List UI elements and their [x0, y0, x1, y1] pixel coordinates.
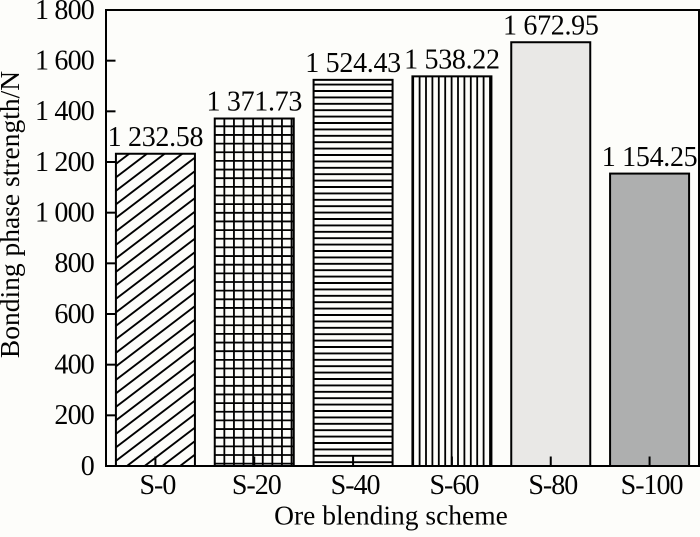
- svg-text:1 600: 1 600: [35, 46, 94, 77]
- svg-text:1 000: 1 000: [35, 198, 94, 229]
- svg-text:Ore blending scheme: Ore blending scheme: [274, 500, 508, 531]
- svg-text:1 232.58: 1 232.58: [108, 122, 204, 153]
- svg-text:0: 0: [81, 451, 94, 482]
- svg-text:S-40: S-40: [331, 470, 380, 501]
- svg-text:1 371.73: 1 371.73: [206, 87, 302, 118]
- svg-text:200: 200: [54, 400, 94, 431]
- svg-text:S-20: S-20: [232, 470, 281, 501]
- svg-text:600: 600: [54, 299, 94, 330]
- svg-text:1 672.95: 1 672.95: [503, 10, 599, 41]
- svg-text:S-0: S-0: [139, 470, 175, 501]
- svg-text:800: 800: [54, 248, 94, 279]
- svg-text:S-100: S-100: [621, 470, 683, 501]
- svg-text:1 200: 1 200: [35, 147, 94, 178]
- svg-text:S-60: S-60: [429, 470, 478, 501]
- svg-text:S-80: S-80: [528, 470, 577, 501]
- svg-text:1 154.25: 1 154.25: [602, 142, 698, 173]
- svg-text:1 800: 1 800: [35, 0, 94, 26]
- svg-text:1 400: 1 400: [35, 96, 94, 127]
- svg-text:Bonding phase strength/N: Bonding phase strength/N: [0, 71, 25, 358]
- svg-text:1 524.43: 1 524.43: [305, 48, 401, 79]
- svg-text:400: 400: [54, 350, 94, 381]
- svg-text:1 538.22: 1 538.22: [404, 45, 500, 76]
